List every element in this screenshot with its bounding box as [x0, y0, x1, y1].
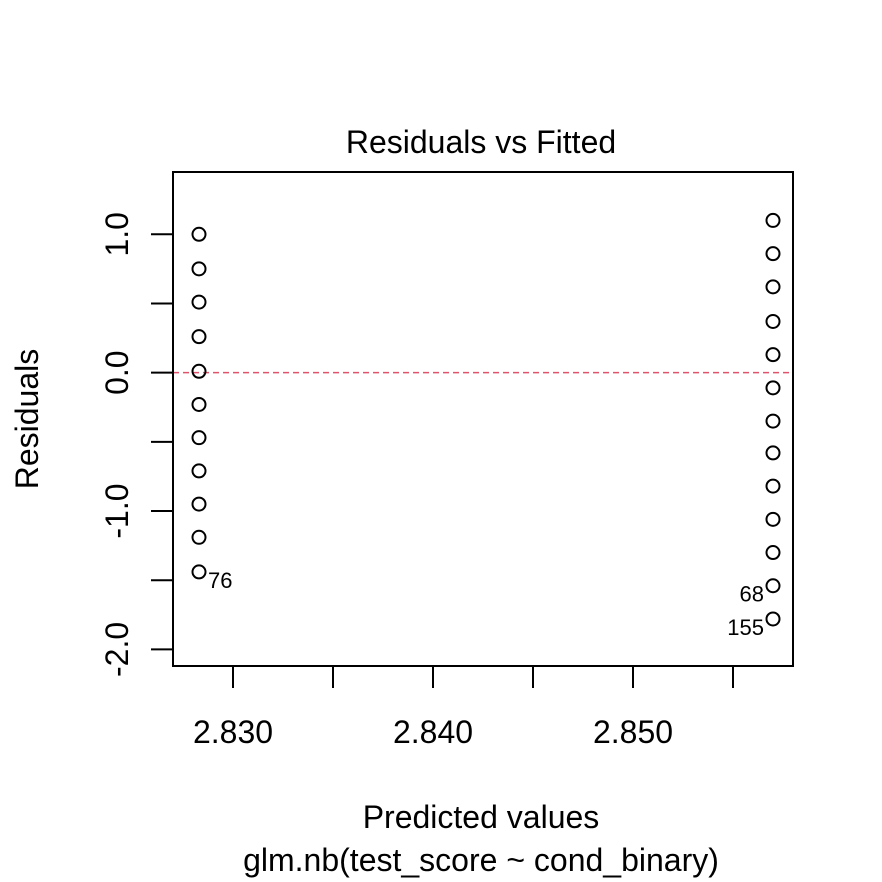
data-point [765, 511, 781, 527]
y-tick-label: 0.0 [99, 350, 135, 394]
y-tick-label: 1.0 [99, 212, 135, 256]
data-point [765, 478, 781, 494]
data-point [191, 396, 207, 412]
plot-frame [172, 171, 794, 667]
x-axis: 2.830 2.840 2.850 [193, 665, 734, 750]
data-point [765, 246, 781, 262]
x-tick-label: 2.850 [593, 714, 673, 750]
x-tick-label: 2.840 [393, 714, 473, 750]
data-point [191, 564, 207, 580]
data-point [765, 279, 781, 295]
data-points [191, 212, 781, 627]
data-point [765, 445, 781, 461]
data-point [191, 496, 207, 512]
model-formula-subtitle: glm.nb(test_score ~ cond_binary) [243, 842, 719, 878]
data-point [765, 313, 781, 329]
data-point [765, 413, 781, 429]
y-axis: 1.0 0.0 -1.0 -2.0 [99, 212, 174, 677]
data-point [765, 545, 781, 561]
data-point [191, 294, 207, 310]
data-point [765, 212, 781, 228]
data-point [191, 363, 207, 379]
data-point [191, 226, 207, 242]
data-point [765, 347, 781, 363]
x-tick-label: 2.830 [193, 714, 273, 750]
data-point [765, 578, 781, 594]
data-point [191, 430, 207, 446]
data-point [191, 463, 207, 479]
data-point [191, 329, 207, 345]
data-point [765, 380, 781, 396]
chart-title: Residuals vs Fitted [346, 124, 616, 160]
point-label: 155 [727, 615, 764, 640]
x-axis-title: Predicted values [363, 799, 600, 835]
y-tick-label: -2.0 [99, 622, 135, 677]
data-point [191, 261, 207, 277]
point-label: 68 [740, 582, 764, 607]
point-label: 76 [208, 568, 232, 593]
point-annotations: 76 68 155 [208, 568, 764, 640]
data-point [765, 611, 781, 627]
y-axis-title: Residuals [9, 349, 45, 490]
y-tick-label: -1.0 [99, 483, 135, 538]
data-point [191, 529, 207, 545]
